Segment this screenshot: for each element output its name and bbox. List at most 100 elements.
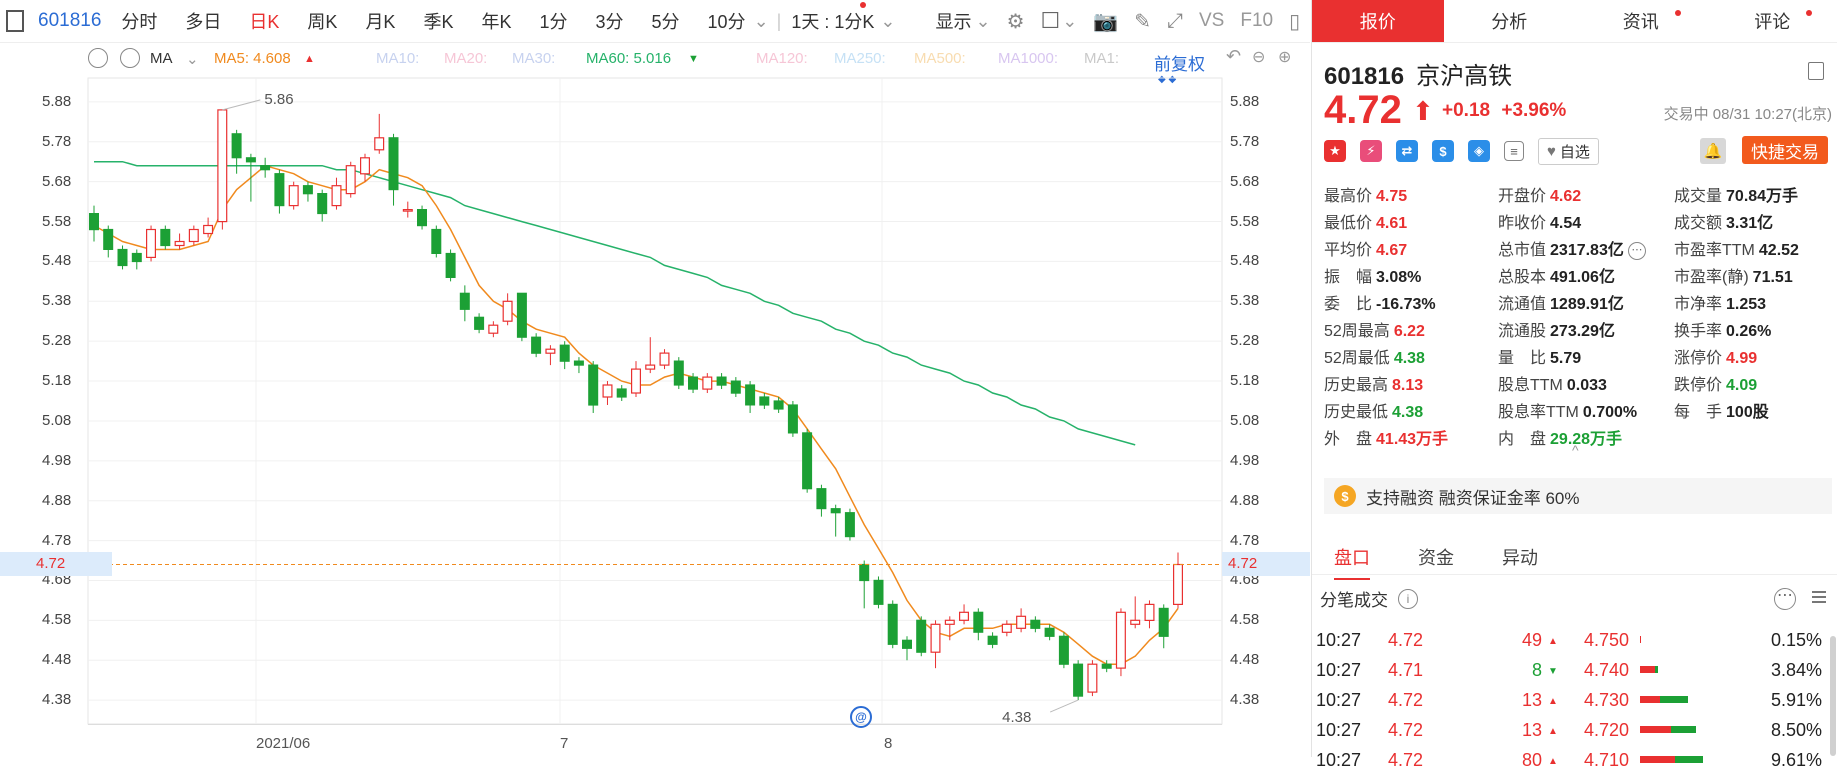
checkbox-icon[interactable]: ☐: [1041, 8, 1061, 34]
tab-order-book[interactable]: 盘口: [1334, 544, 1370, 570]
more-options-icon[interactable]: ⋯: [1774, 588, 1796, 610]
lightning-icon[interactable]: ⚡: [1360, 140, 1382, 162]
candle-body: [1060, 636, 1069, 664]
pencil-icon[interactable]: ✎: [1134, 9, 1151, 34]
compare-vs-button[interactable]: VS: [1199, 10, 1224, 32]
period-tab-3min[interactable]: 3分: [596, 8, 624, 34]
y-tick-label: 5.38: [42, 292, 71, 309]
period-tab-10min[interactable]: 10分: [708, 8, 746, 34]
candle-body: [1131, 620, 1140, 624]
quote-value: 100股: [1726, 404, 1769, 421]
plot-frame: [88, 78, 1222, 724]
tab-news[interactable]: 资讯: [1575, 0, 1707, 42]
y-tick-label: 5.48: [1230, 252, 1259, 269]
chevron-down-icon[interactable]: ⌄: [880, 11, 895, 32]
y-tick-label: 4.48: [1230, 651, 1259, 668]
quote-value: 70.84万手: [1726, 188, 1798, 205]
period-dropdown-icon[interactable]: ⌄: [754, 11, 769, 32]
candle-body: [489, 325, 498, 333]
tag-icon[interactable]: ◈: [1468, 140, 1490, 162]
side-panel-icon[interactable]: ▯: [1289, 9, 1300, 34]
document-icon[interactable]: [1808, 62, 1824, 80]
chevron-down-icon[interactable]: ⌄: [1062, 11, 1077, 32]
chevron-down-icon[interactable]: ⌄: [975, 11, 990, 32]
tab-anomaly[interactable]: 异动: [1502, 544, 1538, 570]
candle-body: [475, 317, 484, 329]
notes-icon[interactable]: ≡: [1504, 141, 1524, 161]
candle-body: [760, 397, 769, 405]
period-tab-quarterly-k[interactable]: 季K: [423, 8, 453, 34]
dollar-icon[interactable]: $: [1432, 140, 1454, 162]
scrollbar[interactable]: [1830, 636, 1836, 756]
margin-info-bar: $ 支持融资 融资保证金率 60%: [1324, 478, 1832, 514]
candle-body: [1159, 608, 1168, 636]
ma60-line: [94, 162, 1135, 445]
candle-body: [1174, 565, 1183, 605]
period-tab-weekly-k[interactable]: 周K: [307, 8, 337, 34]
fast-trade-button[interactable]: 快捷交易: [1742, 136, 1828, 164]
add-favorite-button[interactable]: ♥ 自选: [1538, 138, 1599, 165]
info-icon[interactable]: i: [1398, 589, 1418, 609]
y-tick-label: 5.78: [42, 133, 71, 150]
china-flag-icon[interactable]: ★: [1324, 140, 1346, 162]
zoom-in-icon[interactable]: ⊕: [1278, 47, 1291, 67]
quote-value: 4.67: [1376, 242, 1407, 259]
candle-body: [175, 242, 184, 246]
undo-icon[interactable]: ↶: [1226, 46, 1241, 67]
period-tab-monthly-k[interactable]: 月K: [365, 8, 395, 34]
interval-select[interactable]: 1天 : 1分K: [791, 8, 874, 34]
level-percent: 8.50%: [1736, 720, 1822, 741]
tab-analysis[interactable]: 分析: [1444, 0, 1576, 42]
tab-comments[interactable]: 评论: [1707, 0, 1837, 42]
ma-label[interactable]: MA: [150, 50, 173, 67]
period-tab-intraday[interactable]: 分时: [121, 8, 157, 34]
candle-body: [403, 210, 412, 212]
tab-quote[interactable]: 报价: [1312, 0, 1444, 42]
sidebar-toggle-icon[interactable]: [6, 10, 24, 32]
shuffle-icon[interactable]: ⇄: [1396, 140, 1418, 162]
ma250-value: MA250:: [834, 50, 886, 67]
at-icon[interactable]: @: [850, 706, 872, 728]
period-tab-daily-k[interactable]: 日K: [249, 8, 279, 34]
period-tab-5min[interactable]: 5分: [652, 8, 680, 34]
adjust-mode-button[interactable]: 前复权: [1154, 50, 1205, 75]
current-price-tag-left: 4.72: [0, 552, 112, 576]
f10-button[interactable]: F10: [1240, 10, 1273, 32]
panel-tabs: 报价 分析 资讯 评论: [1312, 0, 1837, 43]
candle-body: [204, 226, 213, 234]
period-tab-1min[interactable]: 1分: [539, 8, 567, 34]
level-percent: 9.61%: [1736, 750, 1822, 771]
y-tick-label: 5.08: [42, 412, 71, 429]
menu-icon[interactable]: [1810, 588, 1828, 606]
up-triangle-icon: ▲: [1548, 636, 1558, 647]
close-indicator-icon[interactable]: [120, 48, 140, 68]
ma30-value: MA30:: [512, 50, 555, 67]
settings-gear-icon[interactable]: ⚙: [1007, 9, 1025, 34]
candlestick-chart[interactable]: 5.864.38: [0, 0, 1310, 757]
alert-bell-icon[interactable]: 🔔: [1700, 138, 1726, 164]
tick-price: 4.71: [1388, 660, 1423, 681]
candle-body: [518, 293, 527, 337]
period-tab-multiday[interactable]: 多日: [185, 8, 221, 34]
candle-body: [703, 377, 712, 389]
fullscreen-icon[interactable]: ⤢: [1167, 10, 1183, 33]
period-tab-yearly-k[interactable]: 年K: [481, 8, 511, 34]
more-info-icon[interactable]: ⋯: [1628, 242, 1646, 260]
camera-icon[interactable]: 📷: [1093, 9, 1118, 34]
zoom-out-icon[interactable]: ⊖: [1252, 47, 1265, 67]
tab-fund-flow[interactable]: 资金: [1418, 544, 1454, 570]
quote-label: 52周最低: [1324, 350, 1390, 367]
candle-body: [1017, 616, 1026, 628]
candle-body: [831, 509, 840, 513]
price-level: 4.750: [1584, 630, 1629, 651]
indicator-settings-icon[interactable]: [88, 48, 108, 68]
tick-volume: 13: [1492, 690, 1542, 711]
chevron-down-icon[interactable]: ⌄: [186, 50, 199, 68]
display-menu[interactable]: 显示: [935, 8, 971, 34]
scroll-dots-icon[interactable]: ◆ ◆: [1158, 74, 1176, 85]
